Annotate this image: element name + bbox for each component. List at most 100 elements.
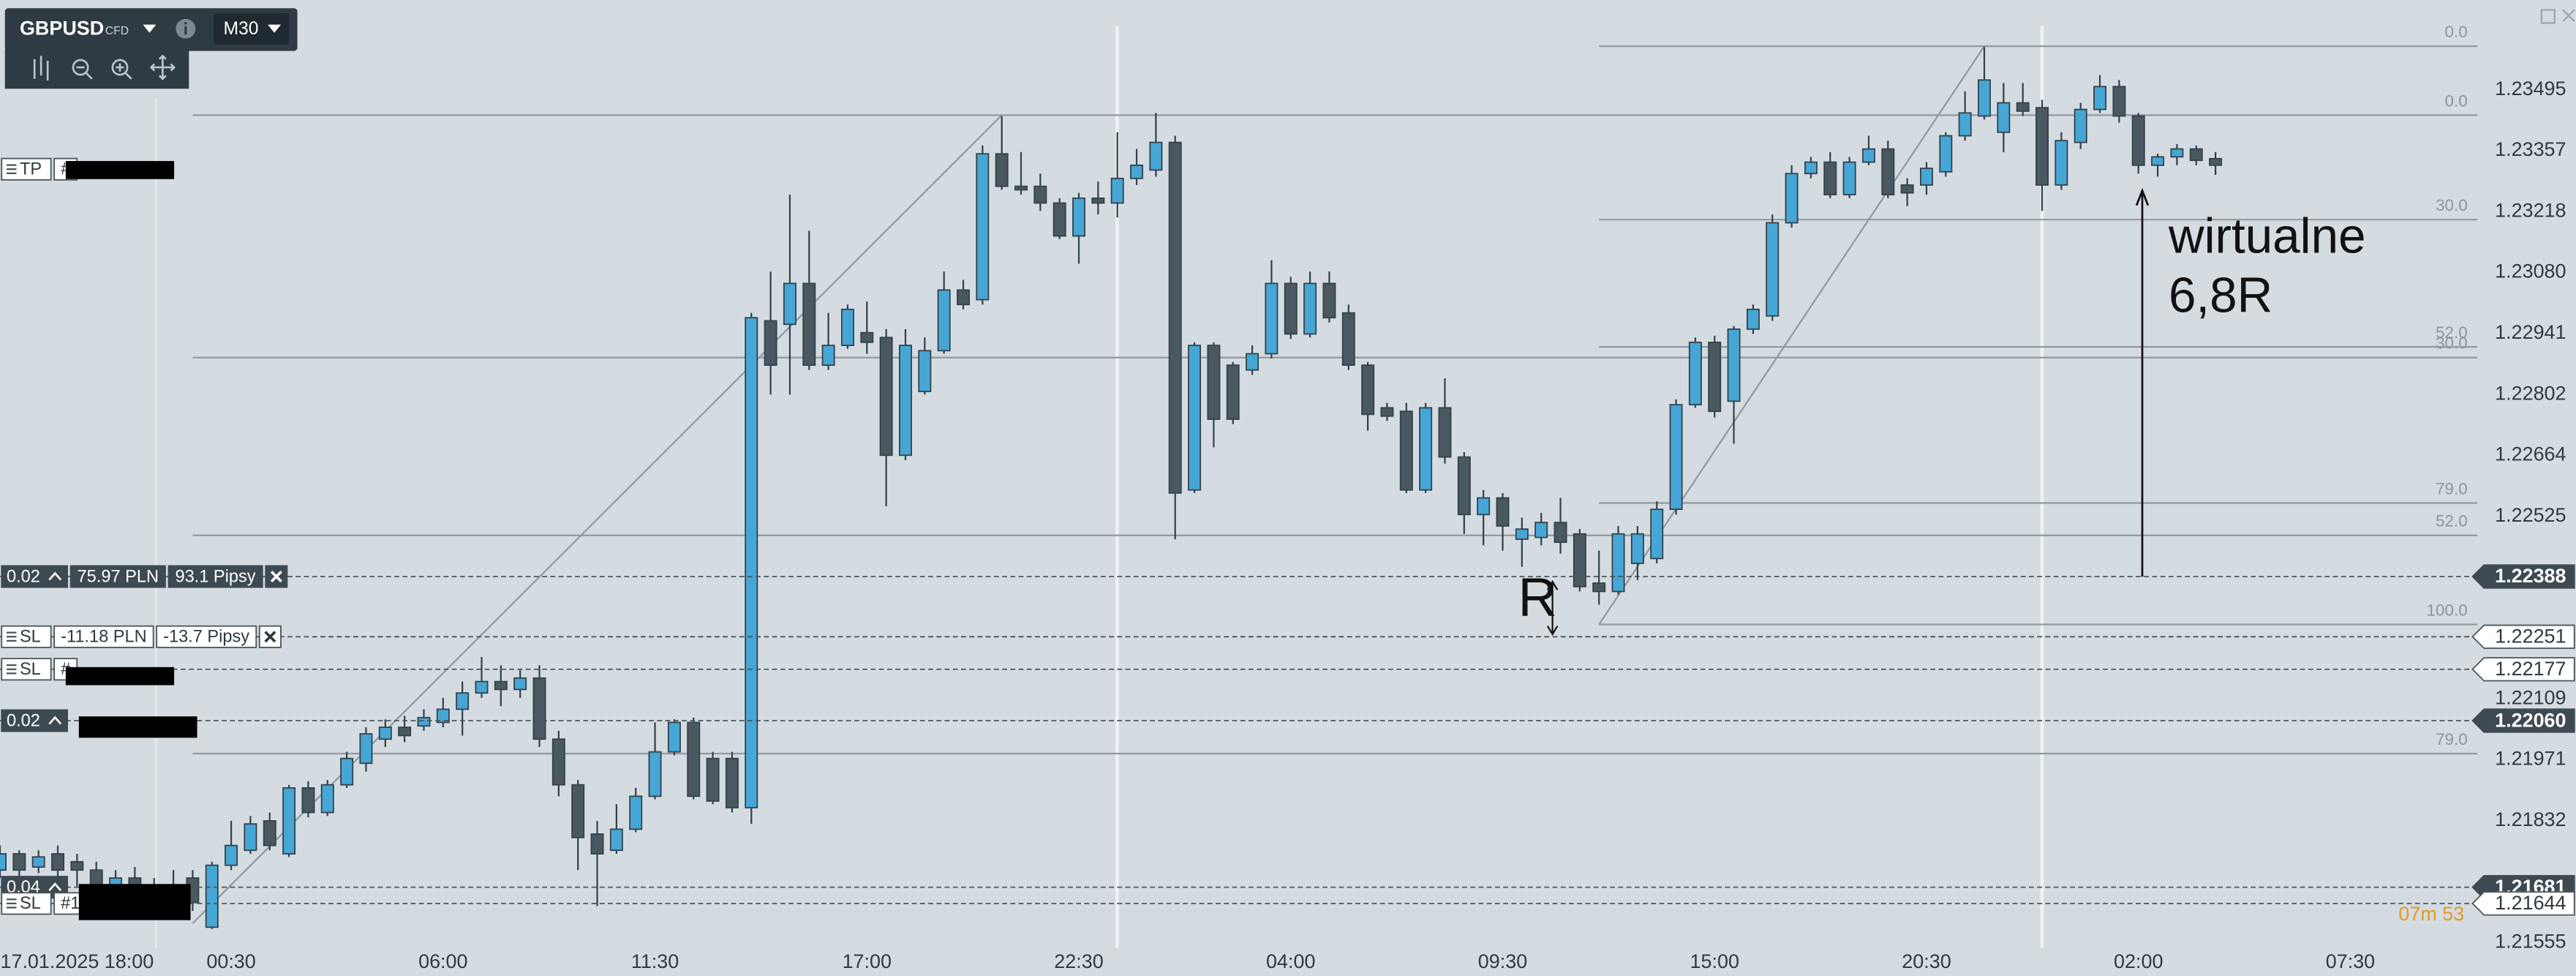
window-close[interactable] [2562,9,2575,22]
fib-level-label: 30.0 [2436,334,2468,353]
bull-candle-body [320,784,334,814]
y-tick-label: 1.23218 [2495,200,2566,222]
x-tick-label: 00:30 [206,950,255,972]
bear-candle-body [1399,410,1413,491]
order-tag: SL [20,627,41,646]
bull-candle-body [1939,135,1953,173]
bear-candle-body [2189,148,2203,162]
bull-candle-body [1515,528,1529,540]
bear-candle-body [2035,107,2049,186]
annotation: R [1518,567,1557,628]
timeframe[interactable]: M30 [223,19,258,39]
info-icon-glyph [184,26,187,35]
y-tick-label: 1.22525 [2495,504,2566,526]
fib-level-label: 52.0 [2436,512,2468,530]
bear-candle-body [1592,582,1606,593]
timeframe-box[interactable] [214,12,290,45]
bear-candle-body [1496,497,1510,527]
x-tick-label: 17.01.2025 18:00 [0,950,154,972]
bear-candle-body [1052,202,1066,237]
fib-level-label: 0.0 [2445,91,2468,110]
bull-candle-body [1246,353,1259,371]
y-tick-label: 1.23080 [2495,260,2566,282]
window-minimize[interactable] [2540,9,2556,24]
order-menu-icon [6,664,17,675]
annotation-arrow [1546,579,1559,637]
bear-candle-body [2016,102,2030,112]
redaction [78,884,191,920]
price-tag-label: 1.22388 [2495,565,2566,587]
bull-candle-body [1861,148,1875,163]
symbol-header[interactable]: GBPUSD CFD M30 [4,8,298,51]
bear-candle-body [1284,282,1298,335]
order-tag: 0.02 [7,710,40,729]
order-menu-icon [6,631,17,642]
window-controls[interactable] [2540,9,2575,24]
zoom-out-icon[interactable] [76,66,93,80]
bull-candle-body [1978,79,1991,117]
order-pips: 93.1 Pipsy [175,566,255,585]
bull-candle-body [2170,148,2184,158]
y-tick-label: 1.22664 [2495,443,2566,465]
dropdown-arrow[interactable] [268,24,282,33]
zoom-in-icon[interactable] [111,59,129,76]
order-pnl-box [69,565,166,588]
y-tick-label: 1.23495 [2495,78,2566,100]
x-tick-label: 11:30 [631,950,679,972]
chart-type-icon[interactable] [33,56,49,81]
bull-candle-body [629,795,643,830]
price-tag-label: 1.22177 [2495,658,2566,680]
order-menu-icon [6,898,17,909]
bull-candle-body [821,345,835,367]
fib-level-label: 0.0 [2445,23,2468,41]
bear-candle-body [1322,282,1336,319]
bear-candle-body [802,282,816,367]
order-menu-icon [6,164,17,174]
bull-candle-body [456,692,470,710]
bull-candle-body [745,317,758,808]
bull-candle-body [359,733,373,765]
toolbar-panel [4,49,189,89]
bull-candle-body [1303,282,1317,335]
bull-candle-body [475,680,489,694]
instrument: CFD [105,25,129,37]
bear-candle-body [1573,533,1586,588]
bull-candle-body [205,864,219,928]
bull-candle-body [1534,522,1548,538]
order-tag: TP [20,159,42,179]
bull-candle-body [1188,345,1202,491]
price-tag [2471,708,2575,733]
bull-candle-body [2074,108,2087,143]
fib-level-label: 79.0 [2436,730,2468,748]
bear-candle-body [263,820,276,847]
bear-candle-body [1553,522,1567,544]
bear-candle-body [957,289,970,306]
price-tag [2471,657,2575,682]
bull-candle-body [1630,533,1644,564]
y-tick-label: 1.21832 [2495,808,2566,830]
pan-icon[interactable] [149,54,176,80]
bear-candle-body [1361,364,1375,416]
symbol[interactable]: GBPUSD [20,18,104,40]
zoom-in-icon[interactable] [116,63,132,80]
axis-layer: 1.223881.222511.221771.220601.216811.216… [0,78,2576,976]
bull-candle-body [1785,173,1799,224]
bull-candle-body [1130,164,1144,179]
bear-candle-body [764,320,777,367]
zoom-out-icon[interactable] [72,59,89,76]
order-pips: -13.7 Pipsy [163,627,249,646]
bull-candle-body [1688,341,1702,406]
bull-candle-body [1669,404,1683,511]
dropdown-arrow[interactable] [143,24,157,33]
bull-candle-body [436,708,450,724]
order-caret [48,882,62,892]
order-tag: SL [20,893,41,912]
bull-candle-body [1727,328,1741,402]
bull-candle-body [840,308,854,346]
bull-candle-body [244,823,257,852]
bull-candle-body [609,828,623,852]
annotation: 6,8R [2169,269,2272,323]
order-pips-box [167,565,263,588]
bull-candle-body [1650,508,1664,560]
